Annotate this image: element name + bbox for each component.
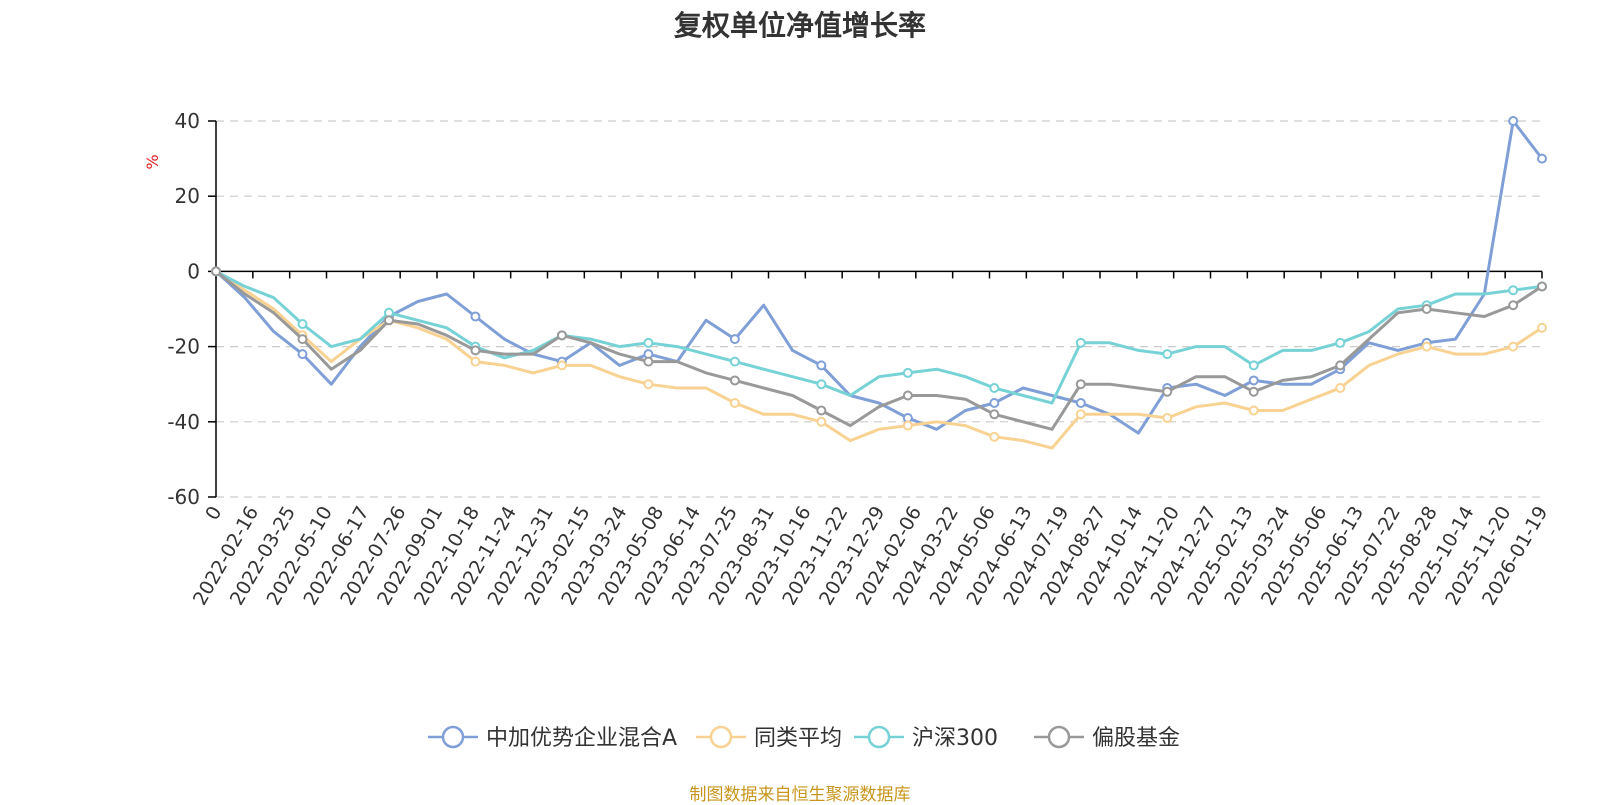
- y-tick-label: 20: [175, 184, 200, 208]
- data-point: [1248, 360, 1259, 371]
- data-point: [211, 266, 221, 277]
- data-point: [989, 431, 1000, 442]
- data-point: [1335, 360, 1346, 371]
- data-point: [297, 334, 308, 345]
- legend-swatch-marker: [441, 725, 465, 749]
- series-2: [211, 266, 1547, 450]
- legend-item: 沪深300: [854, 725, 998, 751]
- data-point: [297, 319, 308, 330]
- data-point: [989, 382, 1000, 393]
- legend-label: 沪深300: [912, 726, 998, 751]
- data-point: [1537, 322, 1547, 333]
- data-point: [1162, 349, 1173, 360]
- data-point: [816, 360, 827, 371]
- legend-swatch-marker: [867, 725, 891, 749]
- data-point: [729, 375, 740, 386]
- data-point: [1075, 337, 1086, 348]
- data-point: [383, 315, 394, 326]
- data-point: [470, 311, 481, 322]
- x-tick-label: 0: [201, 503, 226, 524]
- data-point: [1075, 409, 1086, 420]
- data-point: [902, 390, 913, 401]
- data-point: [816, 379, 827, 390]
- data-point: [729, 356, 740, 367]
- data-point: [1421, 304, 1432, 314]
- legend-swatch-marker: [1047, 725, 1071, 749]
- data-point: [1248, 375, 1259, 386]
- data-point: [816, 405, 827, 416]
- series-lines: [211, 116, 1547, 450]
- data-point: [1508, 116, 1519, 126]
- series-4: [211, 266, 1547, 431]
- data-point: [902, 367, 913, 378]
- series-line: [214, 269, 1544, 431]
- y-tick-label: 0: [187, 259, 200, 283]
- data-point: [729, 334, 740, 345]
- y-tick-label: -20: [167, 335, 200, 359]
- data-point: [989, 409, 1000, 420]
- legend-label: 中加优势企业混合A: [486, 726, 677, 751]
- y-tick-label: -40: [167, 410, 200, 434]
- data-point: [1508, 300, 1519, 311]
- data-point: [1248, 405, 1259, 416]
- data-point: [1537, 153, 1547, 164]
- data-point: [989, 398, 1000, 408]
- legend-item: 同类平均: [696, 725, 842, 751]
- data-point: [902, 420, 913, 431]
- legend-item: 中加优势企业混合A: [428, 725, 677, 751]
- data-point: [1508, 341, 1519, 352]
- series-line: [214, 119, 1544, 435]
- data-point: [1248, 386, 1259, 397]
- legend-label: 偏股基金: [1092, 726, 1180, 751]
- legend-label: 同类平均: [754, 726, 842, 751]
- data-point: [643, 337, 654, 348]
- data-point: [643, 356, 654, 367]
- data-point: [816, 416, 827, 427]
- axes: 40200-20-40-60%02022-02-162022-03-252022…: [143, 109, 1552, 609]
- data-point: [1335, 382, 1346, 393]
- y-tick-label: 40: [175, 109, 200, 133]
- data-point: [729, 398, 740, 408]
- data-point: [1075, 398, 1086, 408]
- data-point: [1421, 341, 1432, 352]
- legend-swatch-marker: [709, 725, 733, 749]
- series-3: [211, 266, 1547, 405]
- data-point: [556, 360, 567, 371]
- data-source-credit: 制图数据来自恒生聚源数据库: [689, 785, 911, 805]
- data-point: [470, 356, 481, 367]
- data-point: [1335, 337, 1346, 348]
- data-point: [1537, 281, 1547, 292]
- y-axis-unit: %: [143, 154, 162, 169]
- data-point: [470, 345, 481, 356]
- data-point: [297, 349, 308, 360]
- data-point: [1162, 386, 1173, 397]
- series-line: [214, 269, 1544, 405]
- data-point: [1075, 379, 1086, 390]
- data-point: [1162, 413, 1173, 424]
- grid-lines: [216, 120, 1542, 498]
- y-tick-label: -60: [167, 485, 200, 509]
- legend: 中加优势企业混合A 同类平均 沪深300 偏股基金: [428, 725, 1180, 751]
- data-point: [643, 379, 654, 390]
- chart-title: 复权单位净值增长率: [673, 9, 926, 42]
- data-point: [556, 330, 567, 341]
- data-point: [1508, 285, 1519, 296]
- legend-item: 偏股基金: [1034, 725, 1180, 751]
- series-line: [214, 269, 1544, 450]
